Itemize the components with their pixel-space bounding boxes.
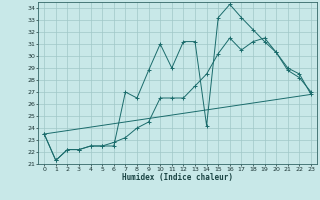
X-axis label: Humidex (Indice chaleur): Humidex (Indice chaleur) bbox=[122, 173, 233, 182]
